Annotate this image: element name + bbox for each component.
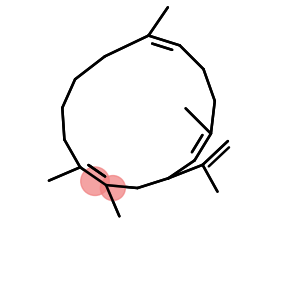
Circle shape — [81, 167, 109, 196]
Circle shape — [100, 176, 125, 200]
